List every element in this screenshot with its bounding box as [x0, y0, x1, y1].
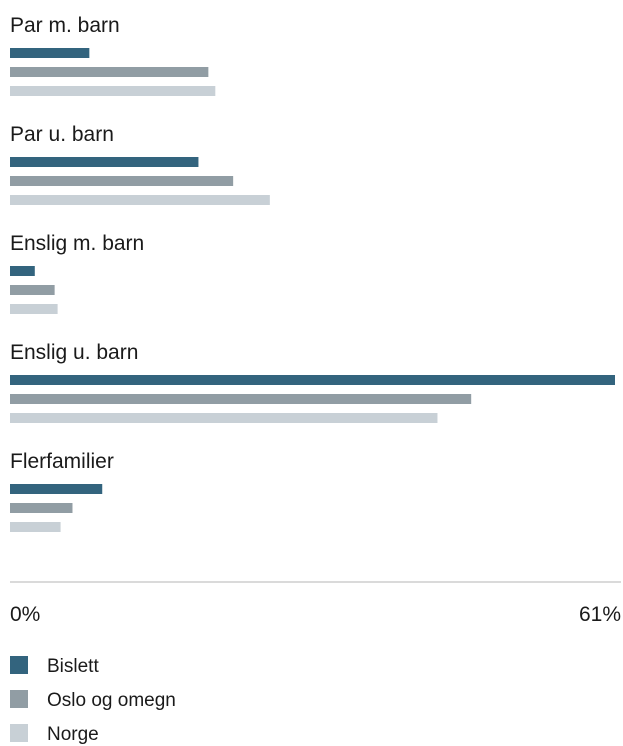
bar [10, 48, 90, 58]
legend-item: Bislett [10, 656, 99, 677]
legend-label: Norge [47, 724, 99, 745]
category-groups: Par m. barn Par u. barn Enslig m. barn Ensl… [10, 14, 615, 532]
category-group: Enslig m. barn [10, 232, 144, 314]
bar [10, 86, 216, 96]
bar [10, 195, 270, 205]
legend-label: Bislett [47, 656, 99, 677]
bar [10, 266, 35, 276]
legend-swatch [10, 724, 28, 742]
bar [10, 176, 234, 186]
legend: Bislett Oslo og omegn Norge [10, 656, 176, 745]
legend-swatch [10, 656, 28, 674]
category-label: Par u. barn [10, 123, 114, 146]
category-group: Flerfamilier [10, 450, 114, 532]
legend-label: Oslo og omegn [47, 690, 176, 711]
bar [10, 285, 55, 295]
category-group: Enslig u. barn [10, 341, 615, 423]
category-group: Par u. barn [10, 123, 270, 205]
bar [10, 67, 209, 77]
bar [10, 522, 61, 532]
bar [10, 503, 73, 513]
x-tick-label-max: 61% [579, 603, 621, 626]
bar [10, 413, 438, 423]
bar [10, 375, 615, 385]
bar [10, 394, 472, 404]
category-label: Flerfamilier [10, 450, 114, 473]
x-tick-label-min: 0% [10, 603, 40, 626]
category-group: Par m. barn [10, 14, 216, 96]
category-label: Par m. barn [10, 14, 120, 37]
bar [10, 484, 103, 494]
legend-swatch [10, 690, 28, 708]
bar [10, 304, 58, 314]
legend-item: Norge [10, 724, 99, 745]
category-label: Enslig m. barn [10, 232, 144, 255]
category-label: Enslig u. barn [10, 341, 138, 364]
bar [10, 157, 199, 167]
legend-item: Oslo og omegn [10, 690, 176, 711]
